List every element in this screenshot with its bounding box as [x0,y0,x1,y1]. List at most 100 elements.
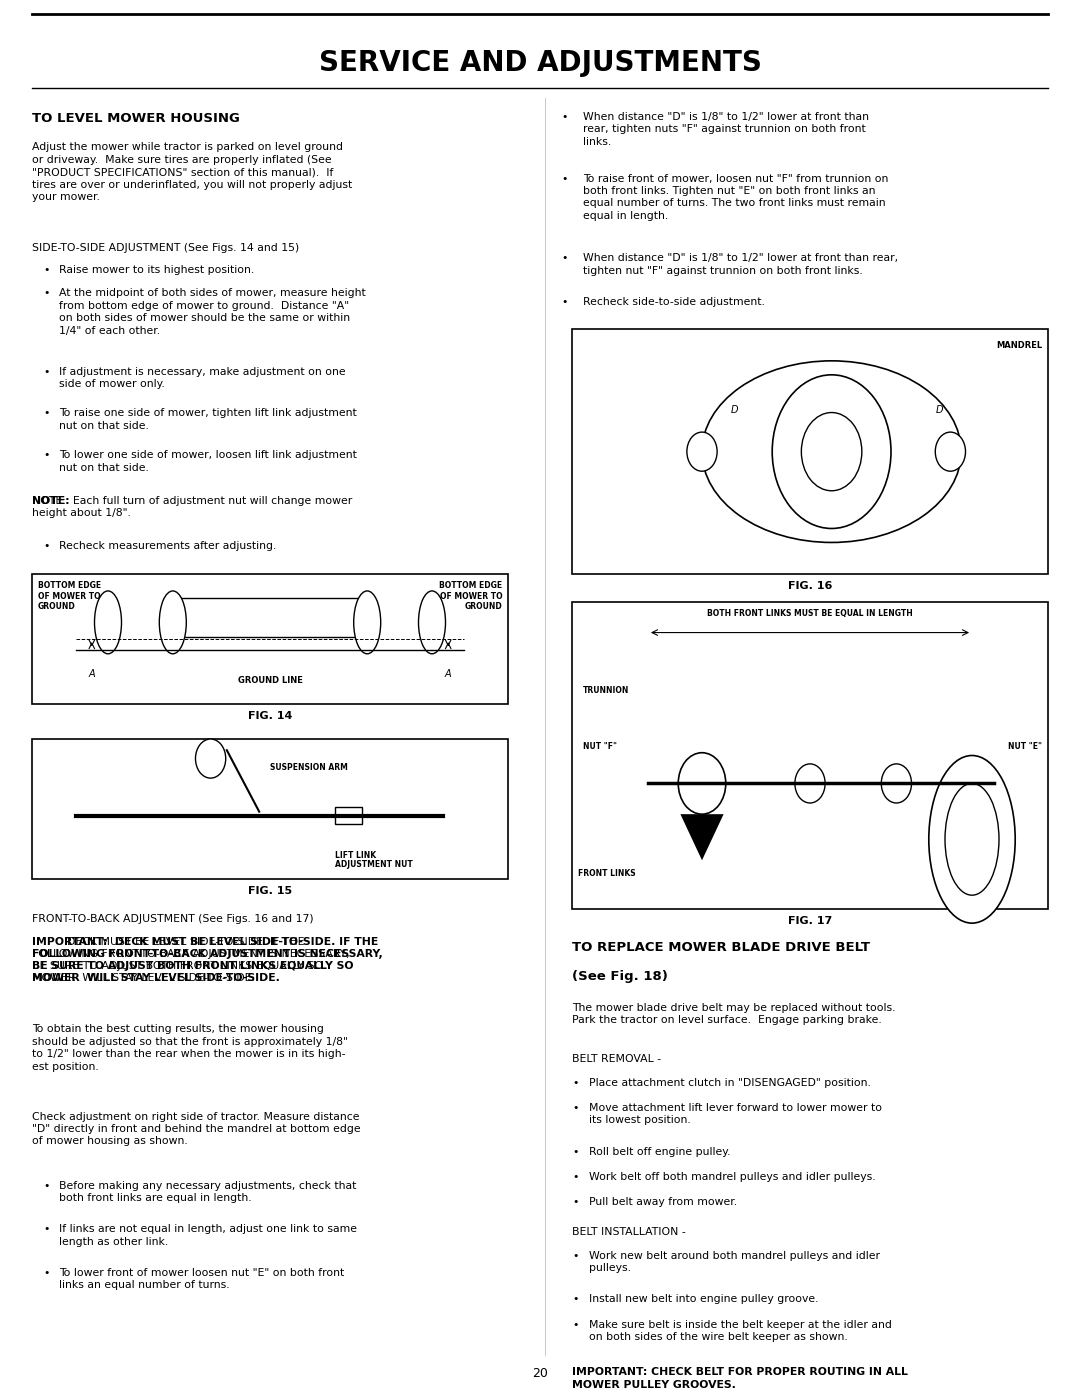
Circle shape [772,374,891,528]
Text: NUT "F": NUT "F" [583,742,617,750]
Text: The mower blade drive belt may be replaced without tools.
Park the tractor on le: The mower blade drive belt may be replac… [572,1003,896,1025]
Text: IMPORTANT: CHECK BELT FOR PROPER ROUTING IN ALL
MOWER PULLEY GROOVES.: IMPORTANT: CHECK BELT FOR PROPER ROUTING… [572,1368,908,1390]
Circle shape [195,739,226,778]
Text: •: • [572,1197,579,1207]
Text: •: • [43,288,50,299]
Text: BELT INSTALLATION -: BELT INSTALLATION - [572,1227,686,1236]
Text: 20: 20 [532,1368,548,1380]
Text: When distance "D" is 1/8" to 1/2" lower at front than
rear, tighten nuts "F" aga: When distance "D" is 1/8" to 1/2" lower … [583,112,869,147]
Text: If links are not equal in length, adjust one link to same
length as other link.: If links are not equal in length, adjust… [59,1224,357,1246]
Ellipse shape [354,591,380,654]
Circle shape [881,764,912,803]
Text: FRONT LINKS: FRONT LINKS [578,869,635,879]
Text: Pull belt away from mower.: Pull belt away from mower. [589,1197,737,1207]
Text: •: • [572,1147,579,1157]
Text: D: D [731,405,738,415]
Text: IMPORTANT:  DECK MUST BE LEVEL SIDE-TO-SIDE. IF THE
FOLLOWING FRONT-TO-BACK ADJU: IMPORTANT: DECK MUST BE LEVEL SIDE-TO-SI… [32,937,383,983]
Text: FIG. 16: FIG. 16 [787,581,833,591]
Text: Before making any necessary adjustments, check that
both front links are equal i: Before making any necessary adjustments,… [59,1180,356,1203]
Text: •: • [562,112,568,122]
Text: SUSPENSION ARM: SUSPENSION ARM [270,763,348,771]
Text: SERVICE AND ADJUSTMENTS: SERVICE AND ADJUSTMENTS [319,49,761,77]
Text: When distance "D" is 1/8" to 1/2" lower at front than rear,
tighten nut "F" agai: When distance "D" is 1/8" to 1/2" lower … [583,253,899,275]
Text: TO LEVEL MOWER HOUSING: TO LEVEL MOWER HOUSING [32,112,240,124]
Text: FIG. 15: FIG. 15 [248,886,292,895]
Text: •: • [43,1268,50,1278]
Text: FIG. 14: FIG. 14 [247,711,293,721]
Text: Work new belt around both mandrel pulleys and idler
pulleys.: Work new belt around both mandrel pulley… [589,1250,879,1273]
Text: •: • [43,542,50,552]
Text: BOTTOM EDGE
OF MOWER TO
GROUND: BOTTOM EDGE OF MOWER TO GROUND [440,581,502,610]
Text: BOTTOM EDGE
OF MOWER TO
GROUND: BOTTOM EDGE OF MOWER TO GROUND [38,581,100,610]
Bar [173,598,367,637]
Text: To lower front of mower loosen nut "E" on both front
links an equal number of tu: To lower front of mower loosen nut "E" o… [59,1268,345,1291]
Ellipse shape [929,756,1015,923]
Text: Recheck measurements after adjusting.: Recheck measurements after adjusting. [59,542,276,552]
Text: •: • [43,1180,50,1190]
Text: D: D [936,405,943,415]
Text: BELT REMOVAL -: BELT REMOVAL - [572,1053,662,1065]
Text: •: • [43,265,50,275]
Text: •: • [43,450,50,460]
Text: BOTH FRONT LINKS MUST BE EQUAL IN LENGTH: BOTH FRONT LINKS MUST BE EQUAL IN LENGTH [707,609,913,617]
Text: FIG. 17: FIG. 17 [788,916,832,926]
Text: Raise mower to its highest position.: Raise mower to its highest position. [59,265,255,275]
Ellipse shape [160,591,187,654]
Text: Place attachment clutch in "DISENGAGED" position.: Place attachment clutch in "DISENGAGED" … [589,1077,870,1087]
Ellipse shape [419,591,446,654]
Text: NUT "E": NUT "E" [1009,742,1042,750]
Text: Work belt off both mandrel pulleys and idler pulleys.: Work belt off both mandrel pulleys and i… [589,1172,875,1182]
FancyBboxPatch shape [572,330,1048,574]
Circle shape [678,753,726,814]
Ellipse shape [95,591,121,654]
Bar [335,807,362,824]
Text: To obtain the best cutting results, the mower housing
should be adjusted so that: To obtain the best cutting results, the … [32,1024,348,1071]
Text: •: • [572,1104,579,1113]
Circle shape [795,764,825,803]
Ellipse shape [945,784,999,895]
Text: •: • [562,253,568,264]
Text: GROUND LINE: GROUND LINE [238,676,302,685]
Text: •: • [562,173,568,183]
Text: TRUNNION: TRUNNION [583,686,630,694]
Text: FRONT-TO-BACK ADJUSTMENT (See Figs. 16 and 17): FRONT-TO-BACK ADJUSTMENT (See Figs. 16 a… [32,914,314,923]
Text: To lower one side of mower, loosen lift link adjustment
nut on that side.: To lower one side of mower, loosen lift … [59,450,357,472]
Text: Move attachment lift lever forward to lower mower to
its lowest position.: Move attachment lift lever forward to lo… [589,1104,881,1126]
Text: MANDREL: MANDREL [996,341,1042,349]
Text: (See Fig. 18): (See Fig. 18) [572,971,669,983]
FancyBboxPatch shape [32,574,508,704]
Text: TO REPLACE MOWER BLADE DRIVE BELT: TO REPLACE MOWER BLADE DRIVE BELT [572,942,870,954]
Text: Make sure belt is inside the belt keeper at the idler and
on both sides of the w: Make sure belt is inside the belt keeper… [589,1320,891,1343]
Text: •: • [572,1320,579,1330]
Text: NOTE:  Each full turn of adjustment nut will change mower
height about 1/8".: NOTE: Each full turn of adjustment nut w… [32,496,353,518]
Text: If adjustment is necessary, make adjustment on one
side of mower only.: If adjustment is necessary, make adjustm… [59,366,346,388]
Text: SIDE-TO-SIDE ADJUSTMENT (See Figs. 14 and 15): SIDE-TO-SIDE ADJUSTMENT (See Figs. 14 an… [32,243,299,253]
Text: •: • [572,1077,579,1087]
Circle shape [935,432,966,471]
Text: •: • [43,1224,50,1234]
Circle shape [801,412,862,490]
Text: To raise one side of mower, tighten lift link adjustment
nut on that side.: To raise one side of mower, tighten lift… [59,408,357,430]
Text: A: A [445,669,451,679]
Text: To raise front of mower, loosen nut "F" from trunnion on
both front links. Tight: To raise front of mower, loosen nut "F" … [583,173,889,221]
Text: •: • [572,1250,579,1260]
FancyBboxPatch shape [572,602,1048,909]
Text: •: • [43,408,50,418]
Text: •: • [43,366,50,377]
Text: •: • [562,298,568,307]
Text: DECK MUST BE LEVEL SIDE-TO-SIDE. IF THE
FOLLOWING FRONT-TO-BACK ADJUSTMENT IS NE: DECK MUST BE LEVEL SIDE-TO-SIDE. IF THE … [32,937,350,983]
Polygon shape [680,814,724,861]
Text: Recheck side-to-side adjustment.: Recheck side-to-side adjustment. [583,298,765,307]
Text: Adjust the mower while tractor is parked on level ground
or driveway.  Make sure: Adjust the mower while tractor is parked… [32,142,353,203]
Text: At the midpoint of both sides of mower, measure height
from bottom edge of mower: At the midpoint of both sides of mower, … [59,288,366,335]
FancyBboxPatch shape [32,739,508,879]
Text: •: • [572,1172,579,1182]
Text: NOTE:: NOTE: [32,496,70,506]
Text: Roll belt off engine pulley.: Roll belt off engine pulley. [589,1147,730,1157]
Text: A: A [89,669,95,679]
Text: •: • [572,1294,579,1305]
Text: LIFT LINK
ADJUSTMENT NUT: LIFT LINK ADJUSTMENT NUT [335,851,413,869]
Text: Check adjustment on right side of tractor. Measure distance
"D" directly in fron: Check adjustment on right side of tracto… [32,1112,361,1147]
Circle shape [687,432,717,471]
Text: Install new belt into engine pulley groove.: Install new belt into engine pulley groo… [589,1294,819,1305]
